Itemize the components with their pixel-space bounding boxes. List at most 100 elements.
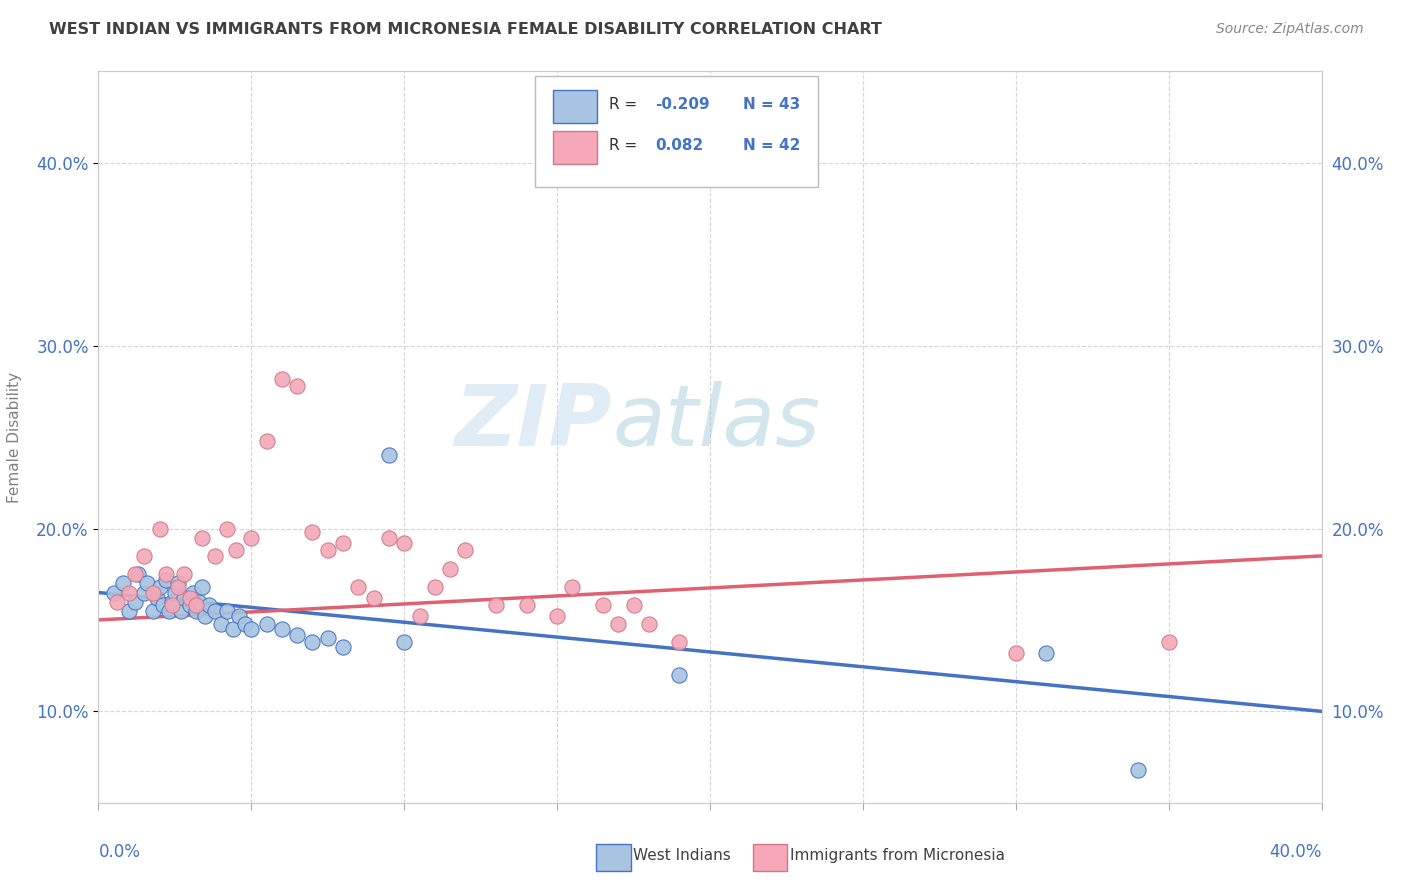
Point bbox=[173, 567, 195, 582]
Point bbox=[215, 604, 238, 618]
Point bbox=[1157, 635, 1180, 649]
Point bbox=[157, 604, 180, 618]
Y-axis label: Female Disability: Female Disability bbox=[7, 371, 22, 503]
Point bbox=[204, 604, 226, 618]
Point bbox=[316, 632, 339, 646]
Point bbox=[546, 609, 568, 624]
Point bbox=[392, 635, 416, 649]
Point bbox=[347, 580, 370, 594]
FancyBboxPatch shape bbox=[752, 845, 787, 871]
Text: 0.0%: 0.0% bbox=[98, 843, 141, 861]
Point bbox=[209, 616, 232, 631]
Text: N = 43: N = 43 bbox=[742, 96, 800, 112]
Point bbox=[222, 622, 245, 636]
Point bbox=[149, 580, 172, 594]
Point bbox=[155, 567, 177, 582]
Point bbox=[240, 531, 263, 545]
Point bbox=[124, 567, 146, 582]
Text: 0.082: 0.082 bbox=[655, 137, 703, 153]
Point bbox=[225, 543, 247, 558]
Point bbox=[454, 543, 477, 558]
Point bbox=[167, 580, 190, 594]
Text: -0.209: -0.209 bbox=[655, 96, 710, 112]
Point bbox=[1004, 646, 1026, 660]
FancyBboxPatch shape bbox=[554, 90, 598, 122]
Text: R =: R = bbox=[609, 96, 641, 112]
Point bbox=[240, 622, 263, 636]
Point bbox=[301, 525, 323, 540]
Point bbox=[623, 599, 645, 613]
Point bbox=[179, 591, 201, 605]
Point bbox=[204, 549, 226, 563]
Point bbox=[167, 576, 190, 591]
Point bbox=[136, 576, 159, 591]
Point bbox=[285, 627, 308, 641]
Point bbox=[149, 521, 172, 535]
Point bbox=[332, 640, 354, 655]
Text: 40.0%: 40.0% bbox=[1270, 843, 1322, 861]
Point bbox=[191, 580, 214, 594]
Point bbox=[301, 635, 323, 649]
Point bbox=[285, 379, 308, 393]
Point bbox=[332, 536, 354, 550]
FancyBboxPatch shape bbox=[536, 77, 818, 187]
Point bbox=[197, 599, 219, 613]
Point bbox=[145, 591, 167, 605]
Point bbox=[668, 635, 690, 649]
Point bbox=[408, 609, 430, 624]
Point bbox=[124, 594, 146, 608]
Point bbox=[142, 604, 165, 618]
Point bbox=[160, 594, 183, 608]
Point bbox=[637, 616, 661, 631]
Text: atlas: atlas bbox=[612, 381, 820, 464]
Point bbox=[163, 585, 186, 599]
Point bbox=[181, 585, 204, 599]
Point bbox=[186, 599, 208, 613]
Text: Source: ZipAtlas.com: Source: ZipAtlas.com bbox=[1216, 22, 1364, 37]
Text: WEST INDIAN VS IMMIGRANTS FROM MICRONESIA FEMALE DISABILITY CORRELATION CHART: WEST INDIAN VS IMMIGRANTS FROM MICRONESI… bbox=[49, 22, 882, 37]
Text: Immigrants from Micronesia: Immigrants from Micronesia bbox=[790, 848, 1004, 863]
Point bbox=[118, 585, 141, 599]
Point bbox=[228, 609, 250, 624]
Point bbox=[485, 599, 508, 613]
Point bbox=[105, 594, 128, 608]
Point bbox=[378, 531, 401, 545]
Point bbox=[142, 585, 165, 599]
Point bbox=[179, 599, 201, 613]
Point bbox=[270, 371, 292, 385]
Point bbox=[118, 604, 141, 618]
Point bbox=[423, 580, 446, 594]
Point bbox=[194, 609, 217, 624]
Point bbox=[363, 591, 385, 605]
Point bbox=[256, 434, 278, 448]
Point bbox=[191, 531, 214, 545]
Point bbox=[188, 594, 211, 608]
Point bbox=[561, 580, 583, 594]
Point bbox=[668, 667, 690, 681]
Point bbox=[439, 562, 461, 576]
Point bbox=[1128, 763, 1150, 777]
Point bbox=[592, 599, 614, 613]
Point bbox=[1035, 646, 1057, 660]
Text: N = 42: N = 42 bbox=[742, 137, 800, 153]
Point bbox=[607, 616, 630, 631]
Point bbox=[111, 576, 134, 591]
Point bbox=[256, 616, 278, 631]
Text: R =: R = bbox=[609, 137, 647, 153]
Point bbox=[127, 567, 149, 582]
Point bbox=[378, 448, 401, 462]
Point bbox=[170, 604, 193, 618]
Point bbox=[316, 543, 339, 558]
Point bbox=[233, 616, 256, 631]
Point bbox=[173, 591, 195, 605]
FancyBboxPatch shape bbox=[554, 131, 598, 163]
Point bbox=[103, 585, 125, 599]
Text: ZIP: ZIP bbox=[454, 381, 612, 464]
Point bbox=[392, 536, 416, 550]
Point bbox=[155, 573, 177, 587]
Point bbox=[186, 604, 208, 618]
Point bbox=[516, 599, 538, 613]
Point bbox=[152, 599, 174, 613]
Point bbox=[160, 599, 183, 613]
FancyBboxPatch shape bbox=[596, 845, 630, 871]
